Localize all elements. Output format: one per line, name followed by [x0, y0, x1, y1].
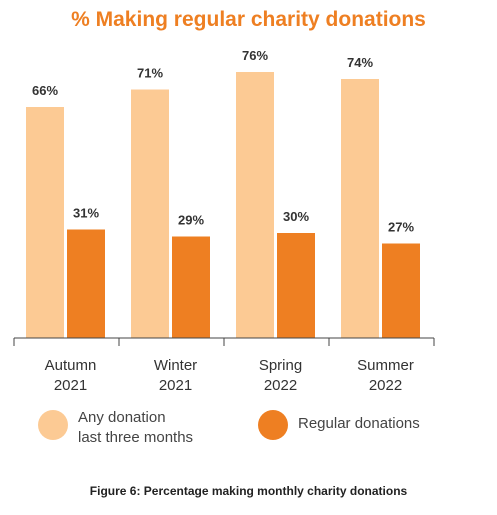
- bar-regular-donations-2: [277, 233, 315, 338]
- bar-chart: 66% 31% 71% 29% 76% 30% 74% 27% Autumn 2021 Winte…: [13, 48, 435, 394]
- legend-label-regular-donations: Regular donations: [298, 414, 458, 434]
- category-label: Spring: [259, 357, 302, 374]
- data-label: 31%: [73, 206, 99, 221]
- legend-label-line-1: Regular donations: [298, 415, 420, 432]
- data-label: 76%: [242, 48, 268, 63]
- bar-any-donation-3: [341, 79, 379, 338]
- legend-item-any-donation: Any donation last three months: [38, 408, 228, 448]
- data-label: 74%: [347, 55, 373, 70]
- category-label: 2021: [159, 377, 192, 394]
- legend-label-line-2: last three months: [78, 429, 194, 446]
- legend-swatch-any-donation: [38, 410, 68, 440]
- data-label: 71%: [137, 66, 163, 81]
- legend-item-regular-donations: Regular donations: [258, 408, 458, 440]
- category-label: Autumn: [45, 357, 97, 374]
- legend-label-any-donation: Any donation last three months: [78, 408, 228, 448]
- data-label: 27%: [388, 220, 414, 235]
- bar-any-donation-2: [236, 72, 274, 338]
- legend-label-line-1: Any donation: [78, 409, 166, 426]
- bar-regular-donations-1: [172, 236, 210, 338]
- bar-regular-donations-3: [382, 243, 420, 338]
- chart-title: % Making regular charity donations: [71, 8, 426, 31]
- category-label: Winter: [154, 357, 197, 374]
- data-label: 66%: [32, 83, 58, 98]
- data-label: 29%: [178, 213, 204, 228]
- bar-any-donation-0: [26, 107, 64, 338]
- category-label: 2022: [369, 377, 402, 394]
- figure-caption: Figure 6: Percentage making monthly char…: [89, 484, 408, 498]
- category-label: 2021: [54, 377, 87, 394]
- bar-any-donation-1: [131, 89, 169, 338]
- legend: Any donation last three months Regular d…: [38, 408, 488, 448]
- bar-regular-donations-0: [67, 229, 105, 338]
- category-label: Summer: [357, 357, 414, 374]
- data-label: 30%: [283, 209, 309, 224]
- category-label: 2022: [264, 377, 297, 394]
- legend-swatch-regular-donations: [258, 410, 288, 440]
